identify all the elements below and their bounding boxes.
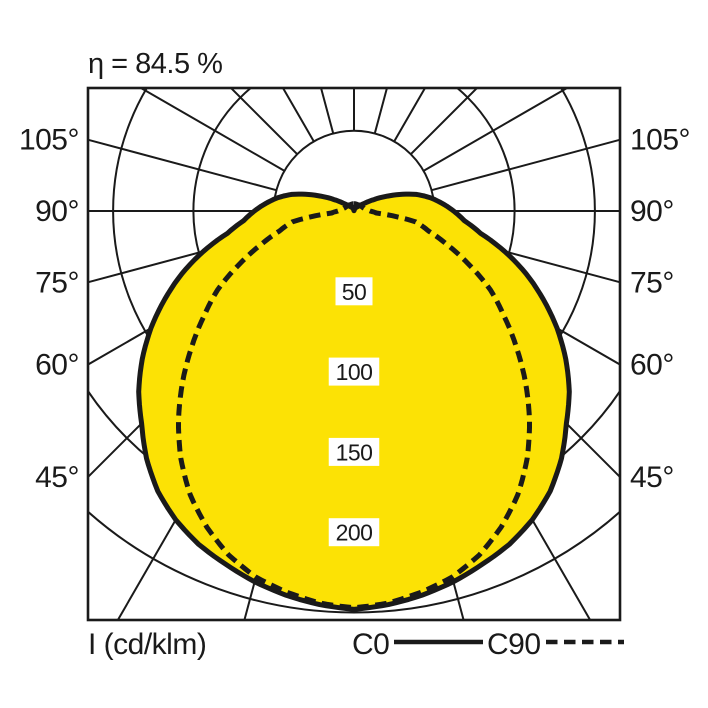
angle-label-right-75: 75° xyxy=(630,266,674,299)
legend-c0-label: C0 xyxy=(352,628,389,661)
angle-label-right-105: 105° xyxy=(630,124,690,157)
ring-value-labels: 50 100 150 200 xyxy=(328,277,380,547)
grid-radial-75 xyxy=(431,230,620,284)
angle-label-right-60: 60° xyxy=(630,349,674,382)
angle-labels: 105° 105° 90° 90° 75° 75° 60° 60° 45° 45° xyxy=(19,124,691,494)
ring-label-text: 200 xyxy=(336,520,373,546)
angle-label-left-45: 45° xyxy=(35,461,79,494)
ring-label-box xyxy=(328,437,380,466)
grid-ring-250 xyxy=(88,510,620,614)
curve-c90 xyxy=(176,201,532,611)
grid-radial-135 xyxy=(410,88,479,155)
grid-radial-120 xyxy=(423,88,570,172)
angle-label-right-90: 90° xyxy=(630,195,674,228)
intensity-curves xyxy=(136,191,572,612)
legend: I (cd/klm) C0 C90 xyxy=(88,628,624,661)
ring-label-box xyxy=(328,357,380,386)
grid-radial-255 xyxy=(88,138,277,192)
ring-label-150: 150 xyxy=(328,437,380,466)
ring-label-100: 100 xyxy=(328,357,380,386)
grid-radial-225 xyxy=(229,88,298,155)
grid-radial-240 xyxy=(138,88,285,172)
angle-label-left-105: 105° xyxy=(19,124,79,157)
angle-label-left-75: 75° xyxy=(35,266,79,299)
ring-label-200: 200 xyxy=(328,518,380,547)
plot-frame xyxy=(86,86,622,622)
ring-label-text: 50 xyxy=(342,279,367,305)
angle-label-left-90: 90° xyxy=(35,195,79,228)
efficiency-label: η = 84.5 % xyxy=(88,48,222,80)
grid-radial-285 xyxy=(88,230,277,284)
ring-label-text: 150 xyxy=(336,439,373,465)
ring-label-box xyxy=(328,518,380,547)
grid-radial-165 xyxy=(373,88,388,134)
axis-title: I (cd/klm) xyxy=(88,628,206,661)
grid-radial-150 xyxy=(393,88,427,142)
angle-label-right-45: 45° xyxy=(630,461,674,494)
curve-c0 xyxy=(136,191,572,612)
ring-label-box xyxy=(335,277,373,306)
legend-c90-label: C90 xyxy=(487,628,541,661)
ring-label-text: 100 xyxy=(336,359,373,385)
grid-radial-105 xyxy=(431,138,620,192)
angle-label-left-60: 60° xyxy=(35,349,79,382)
ring-label-50: 50 xyxy=(335,277,373,306)
